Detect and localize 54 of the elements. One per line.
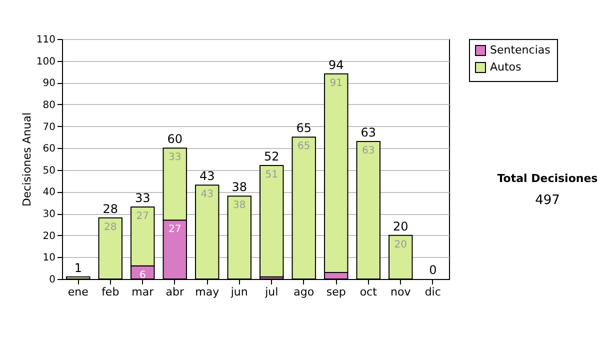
total-label: 33	[134, 191, 150, 205]
x-tick-label: oct	[360, 286, 378, 298]
data-label: 91	[330, 78, 342, 89]
legend-label: Sentencias	[490, 44, 551, 56]
data-label: 33	[168, 152, 182, 164]
y-tick-label: 100	[36, 56, 56, 68]
y-tick-label: 50	[42, 165, 56, 176]
total-label: 0	[429, 263, 437, 277]
x-tick-label: nov	[390, 286, 412, 298]
y-tick-label: 80	[42, 100, 56, 111]
text: 497	[534, 193, 561, 208]
x-tick-label: mar	[132, 286, 154, 298]
x-tick-label: abr	[166, 286, 184, 298]
x-tick-label: dic	[424, 286, 441, 298]
x-tick-label: jul	[264, 286, 278, 298]
x-tick-label: feb	[102, 286, 120, 298]
y-axis-title: Decisiones Anual	[20, 112, 34, 207]
data-label: 27	[136, 211, 149, 222]
y-tick-label: 70	[42, 122, 56, 133]
y-tick-label: 110	[36, 34, 56, 46]
x-tick-label: ene	[68, 286, 89, 298]
data-label: 28	[104, 222, 117, 233]
y-tick-label: 60	[42, 144, 56, 155]
x-tick-label: sep	[326, 286, 346, 298]
y-tick-label: 30	[42, 209, 56, 220]
total-label: 60	[167, 132, 183, 146]
data-label: 65	[298, 141, 310, 152]
legend-label: Autos	[490, 60, 522, 74]
total-label: 52	[264, 150, 280, 164]
text: Total Decisiones	[496, 172, 599, 185]
data-label: 6	[139, 270, 146, 281]
y-tick-label: 90	[42, 78, 56, 90]
total-label: 65	[296, 121, 312, 136]
bar	[260, 165, 284, 278]
x-tick-label: ago	[294, 286, 314, 298]
data-label: 63	[362, 146, 375, 157]
total-label: 63	[360, 126, 376, 140]
data-label: 20	[394, 239, 407, 250]
total-label: 43	[199, 169, 215, 184]
data-label: 27	[168, 224, 182, 236]
y-tick-label: 10	[42, 252, 56, 264]
total-label: 28	[102, 202, 118, 216]
y-tick-label: 40	[42, 187, 56, 198]
data-label: 43	[200, 189, 214, 200]
total-label: 38	[232, 180, 248, 194]
x-tick-label: jun	[230, 286, 248, 298]
y-tick-label: 0	[49, 274, 56, 286]
total-label: 94	[328, 58, 344, 72]
data-label: 38	[233, 200, 246, 212]
x-tick-label: may	[195, 286, 220, 298]
total-label: 1	[74, 260, 82, 275]
data-label: 51	[265, 170, 278, 181]
total-label: 20	[392, 219, 408, 234]
y-tick-label: 20	[42, 230, 56, 242]
